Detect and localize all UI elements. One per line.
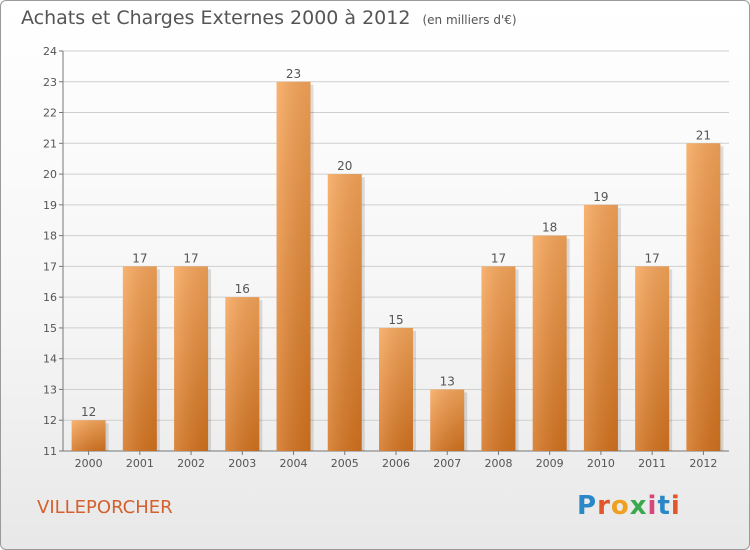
data-label: 16 bbox=[235, 282, 250, 296]
chart-unit-note: (en milliers d'€) bbox=[422, 13, 517, 27]
bar-highlight bbox=[532, 235, 567, 451]
x-tick-label: 2012 bbox=[689, 457, 717, 470]
x-tick-label: 2007 bbox=[433, 457, 461, 470]
y-tick-label: 11 bbox=[43, 445, 57, 458]
data-label: 17 bbox=[132, 251, 147, 265]
logo-letter: i bbox=[670, 491, 681, 521]
x-tick-label: 2009 bbox=[536, 457, 564, 470]
data-label: 18 bbox=[542, 221, 557, 235]
logo-letter: x bbox=[629, 491, 648, 521]
y-tick-label: 17 bbox=[43, 260, 57, 273]
data-label: 23 bbox=[286, 67, 301, 81]
bar-highlight bbox=[327, 174, 362, 452]
y-tick-label: 15 bbox=[43, 322, 57, 335]
x-tick-label: 2008 bbox=[484, 457, 512, 470]
y-tick-label: 22 bbox=[43, 107, 57, 120]
data-label: 17 bbox=[491, 251, 506, 265]
x-tick-label: 2006 bbox=[382, 457, 410, 470]
y-tick-label: 24 bbox=[43, 45, 57, 58]
x-tick-label: 2000 bbox=[75, 457, 103, 470]
data-label: 12 bbox=[81, 405, 96, 419]
bar-highlight bbox=[686, 143, 721, 452]
x-tick-label: 2003 bbox=[228, 457, 256, 470]
logo-letter: r bbox=[597, 491, 611, 521]
logo-letter: P bbox=[577, 491, 598, 521]
bar-highlight bbox=[583, 204, 618, 451]
data-label: 20 bbox=[337, 159, 352, 173]
bar-highlight bbox=[122, 266, 157, 451]
place-name: VILLEPORCHER bbox=[37, 497, 173, 518]
bar-highlight bbox=[71, 420, 106, 451]
y-tick-label: 20 bbox=[43, 168, 57, 181]
bar-highlight bbox=[276, 81, 311, 452]
y-tick-label: 16 bbox=[43, 291, 57, 304]
chart-title-text: Achats et Charges Externes 2000 à 2012 bbox=[21, 7, 411, 29]
bar-highlight bbox=[174, 266, 209, 451]
y-tick-label: 21 bbox=[43, 137, 57, 150]
y-tick-label: 13 bbox=[43, 383, 57, 396]
bar-highlight bbox=[379, 327, 413, 451]
x-tick-label: 2004 bbox=[280, 457, 308, 470]
bar-highlight bbox=[481, 266, 516, 451]
x-tick-label: 2010 bbox=[587, 457, 615, 470]
data-label: 17 bbox=[645, 251, 660, 265]
logo-letter: i bbox=[647, 491, 658, 521]
x-tick-label: 2011 bbox=[638, 457, 666, 470]
y-tick-label: 14 bbox=[43, 353, 57, 366]
bar-highlight bbox=[225, 297, 260, 451]
x-tick-label: 2005 bbox=[331, 457, 359, 470]
data-label: 19 bbox=[593, 190, 608, 204]
logo-letter: o bbox=[610, 491, 630, 521]
y-tick-label: 23 bbox=[43, 76, 57, 89]
bar-highlight bbox=[430, 389, 465, 451]
chart-title: Achats et Charges Externes 2000 à 2012 (e… bbox=[21, 7, 517, 29]
data-label: 21 bbox=[696, 128, 711, 142]
logo-letter: t bbox=[657, 491, 671, 521]
y-tick-label: 18 bbox=[43, 230, 57, 243]
y-tick-label: 19 bbox=[43, 199, 57, 212]
y-tick-label: 12 bbox=[43, 414, 57, 427]
x-tick-label: 2001 bbox=[126, 457, 154, 470]
data-label: 13 bbox=[440, 374, 455, 388]
proxiti-logo: Proxiti bbox=[577, 491, 681, 521]
x-tick-label: 2002 bbox=[177, 457, 205, 470]
data-label: 17 bbox=[183, 251, 198, 265]
bar-highlight bbox=[635, 266, 670, 451]
data-label: 15 bbox=[388, 313, 403, 327]
